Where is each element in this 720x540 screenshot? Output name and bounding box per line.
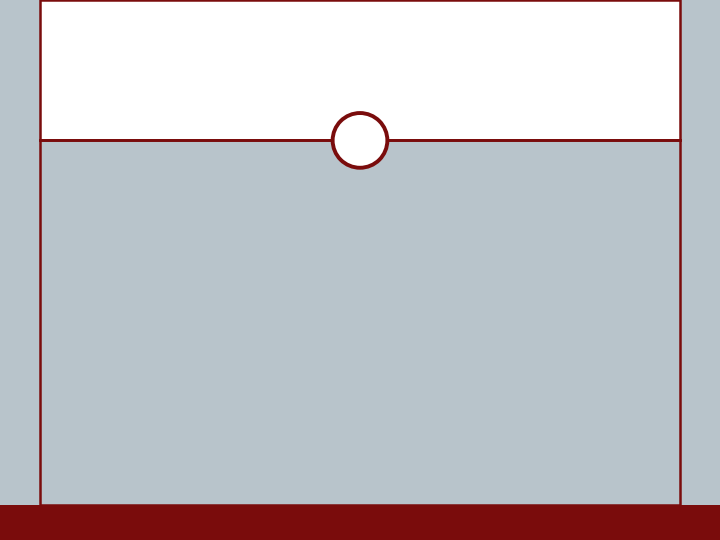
- Text: 2177: 2177: [285, 375, 324, 389]
- Text: 2.73: 2.73: [576, 269, 618, 287]
- Text: Fall 2010 ePDP Compared to Not ePDP First-Year Seminar: Fall 2010 ePDP Compared to Not ePDP Firs…: [93, 36, 627, 54]
- Text: 2.61: 2.61: [436, 323, 470, 337]
- Text: 2.62: 2.62: [576, 321, 618, 339]
- Text: Overall: Overall: [69, 375, 126, 389]
- Text: Sections: First Year Grade Point Average: Sections: First Year Grade Point Average: [174, 95, 546, 113]
- Text: 1853: 1853: [285, 323, 324, 337]
- Text: Adjusted: Adjusted: [563, 189, 631, 203]
- Text: e-PDP: e-PDP: [69, 271, 117, 285]
- Text: N: N: [298, 226, 312, 240]
- Text: Fall GPA: Fall GPA: [564, 226, 630, 240]
- Text: Scores, and Course Load , Partial η²  = .002 (very small effect size).: Scores, and Course Load , Partial η² = .…: [96, 464, 552, 477]
- Text: 2.76: 2.76: [436, 271, 470, 285]
- Text: Average: Average: [422, 189, 485, 203]
- Text: Not e-PDP: Not e-PDP: [69, 323, 150, 337]
- Text: Fall GPA: Fall GPA: [420, 226, 486, 240]
- Text: 324: 324: [290, 271, 320, 285]
- Text: 2.64: 2.64: [436, 375, 470, 389]
- Text: *Based on ANCOVA Results (p < .05, Adjusted for HS GPAs, SAT: *Based on ANCOVA Results (p < .05, Adjus…: [96, 429, 531, 442]
